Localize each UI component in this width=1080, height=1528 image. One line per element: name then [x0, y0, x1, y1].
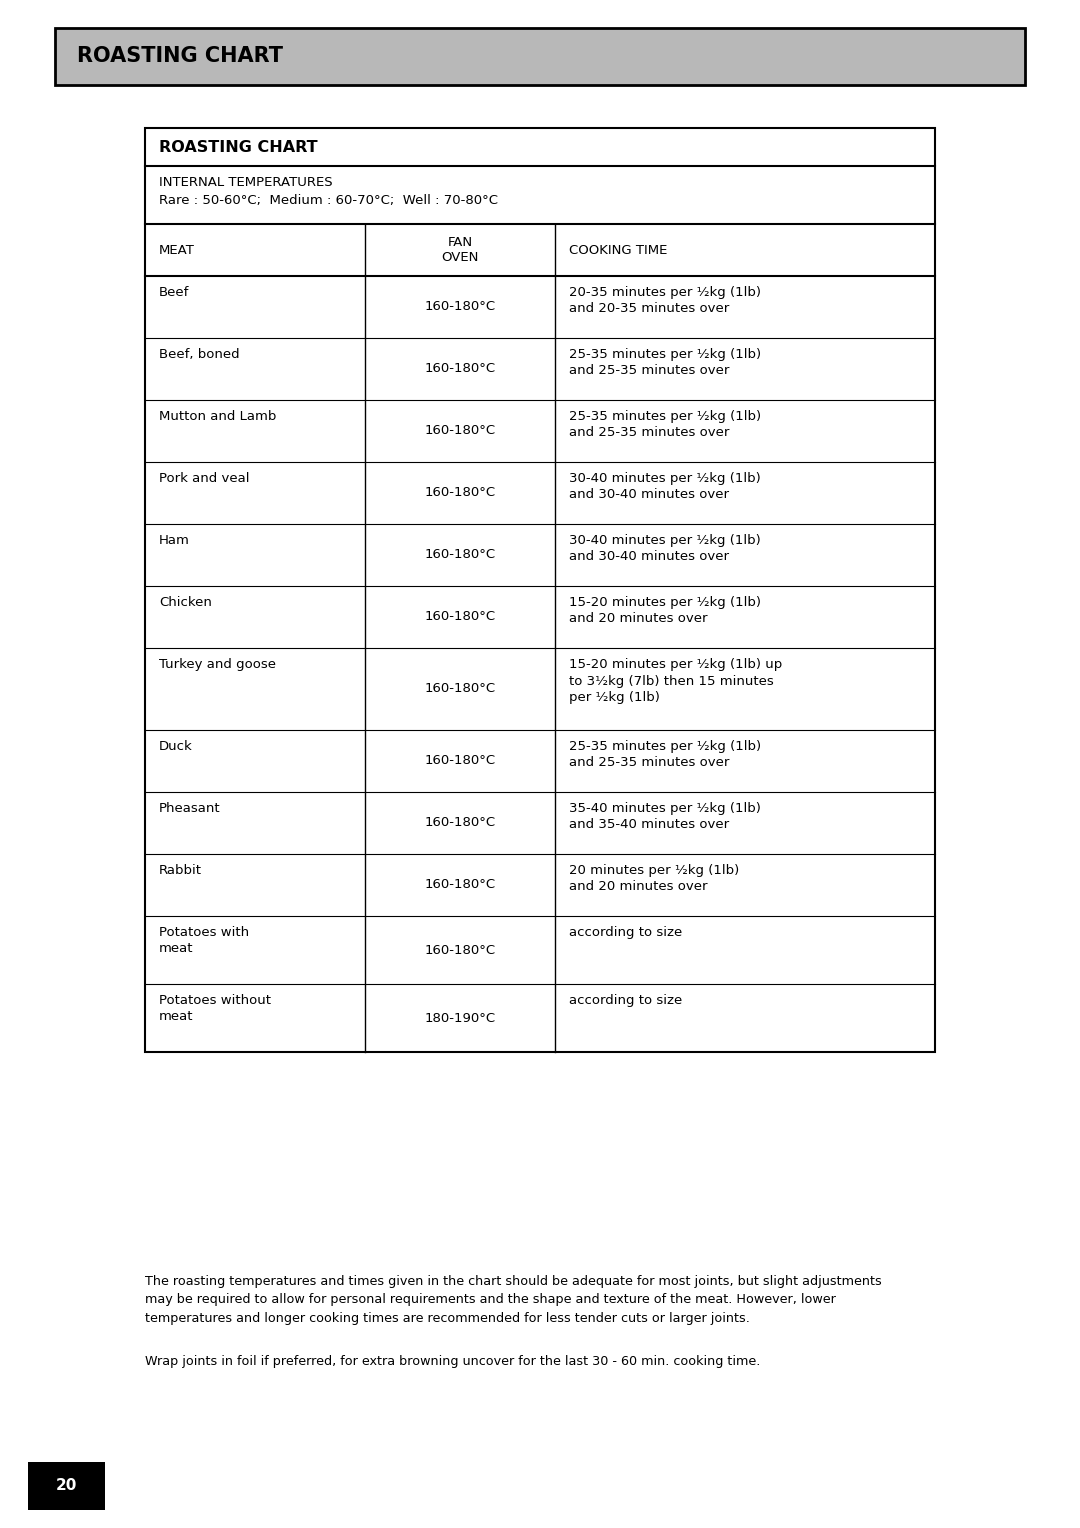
Text: 25-35 minutes per ½kg (1lb)
and 25-35 minutes over: 25-35 minutes per ½kg (1lb) and 25-35 mi…	[569, 348, 761, 377]
Text: Beef, boned: Beef, boned	[159, 348, 240, 361]
Text: according to size: according to size	[569, 995, 683, 1007]
Text: Duck: Duck	[159, 740, 192, 753]
Text: 25-35 minutes per ½kg (1lb)
and 25-35 minutes over: 25-35 minutes per ½kg (1lb) and 25-35 mi…	[569, 740, 761, 770]
Text: Pork and veal: Pork and veal	[159, 472, 249, 484]
Bar	[28, 1462, 105, 1510]
Text: 35-40 minutes per ½kg (1lb)
and 35-40 minutes over: 35-40 minutes per ½kg (1lb) and 35-40 mi…	[569, 802, 761, 831]
Text: ROASTING CHART: ROASTING CHART	[159, 139, 318, 154]
Text: Rabbit: Rabbit	[159, 863, 202, 877]
Bar	[145, 128, 935, 1051]
Text: The roasting temperatures and times given in the chart should be adequate for mo: The roasting temperatures and times give…	[145, 1274, 881, 1325]
Text: 30-40 minutes per ½kg (1lb)
and 30-40 minutes over: 30-40 minutes per ½kg (1lb) and 30-40 mi…	[569, 533, 760, 564]
Text: 180-190°C: 180-190°C	[424, 1012, 496, 1024]
Text: Pheasant: Pheasant	[159, 802, 220, 814]
Text: 25-35 minutes per ½kg (1lb)
and 25-35 minutes over: 25-35 minutes per ½kg (1lb) and 25-35 mi…	[569, 410, 761, 440]
Text: 15-20 minutes per ½kg (1lb) up
to 3½kg (7lb) then 15 minutes
per ½kg (1lb): 15-20 minutes per ½kg (1lb) up to 3½kg (…	[569, 659, 782, 704]
Text: Ham: Ham	[159, 533, 190, 547]
Text: Chicken: Chicken	[159, 596, 212, 610]
Text: Turkey and goose: Turkey and goose	[159, 659, 276, 671]
Text: ROASTING CHART: ROASTING CHART	[77, 46, 283, 67]
Text: 160-180°C: 160-180°C	[424, 816, 496, 830]
Text: according to size: according to size	[569, 926, 683, 940]
Text: Potatoes without
meat: Potatoes without meat	[159, 995, 271, 1024]
Text: 160-180°C: 160-180°C	[424, 425, 496, 437]
Text: 20-35 minutes per ½kg (1lb)
and 20-35 minutes over: 20-35 minutes per ½kg (1lb) and 20-35 mi…	[569, 286, 761, 315]
Text: Potatoes with
meat: Potatoes with meat	[159, 926, 249, 955]
Text: 160-180°C: 160-180°C	[424, 362, 496, 376]
Text: Rare : 50-60°C;  Medium : 60-70°C;  Well : 70-80°C: Rare : 50-60°C; Medium : 60-70°C; Well :…	[159, 194, 498, 206]
Text: 20 minutes per ½kg (1lb)
and 20 minutes over: 20 minutes per ½kg (1lb) and 20 minutes …	[569, 863, 739, 894]
Bar	[55, 28, 1025, 86]
Text: 160-180°C: 160-180°C	[424, 486, 496, 500]
Text: FAN
OVEN: FAN OVEN	[442, 235, 478, 264]
Text: INTERNAL TEMPERATURES: INTERNAL TEMPERATURES	[159, 176, 333, 189]
Text: 160-180°C: 160-180°C	[424, 549, 496, 561]
Text: 160-180°C: 160-180°C	[424, 879, 496, 891]
Text: 160-180°C: 160-180°C	[424, 943, 496, 957]
Text: Beef: Beef	[159, 286, 189, 299]
Text: 20: 20	[56, 1479, 77, 1493]
Text: 160-180°C: 160-180°C	[424, 611, 496, 623]
Text: 160-180°C: 160-180°C	[424, 683, 496, 695]
Text: 160-180°C: 160-180°C	[424, 301, 496, 313]
Text: MEAT: MEAT	[159, 243, 194, 257]
Text: Wrap joints in foil if preferred, for extra browning uncover for the last 30 - 6: Wrap joints in foil if preferred, for ex…	[145, 1355, 760, 1368]
Text: 160-180°C: 160-180°C	[424, 755, 496, 767]
Text: 30-40 minutes per ½kg (1lb)
and 30-40 minutes over: 30-40 minutes per ½kg (1lb) and 30-40 mi…	[569, 472, 760, 501]
Text: 15-20 minutes per ½kg (1lb)
and 20 minutes over: 15-20 minutes per ½kg (1lb) and 20 minut…	[569, 596, 761, 625]
Text: COOKING TIME: COOKING TIME	[569, 243, 667, 257]
Text: Mutton and Lamb: Mutton and Lamb	[159, 410, 276, 423]
